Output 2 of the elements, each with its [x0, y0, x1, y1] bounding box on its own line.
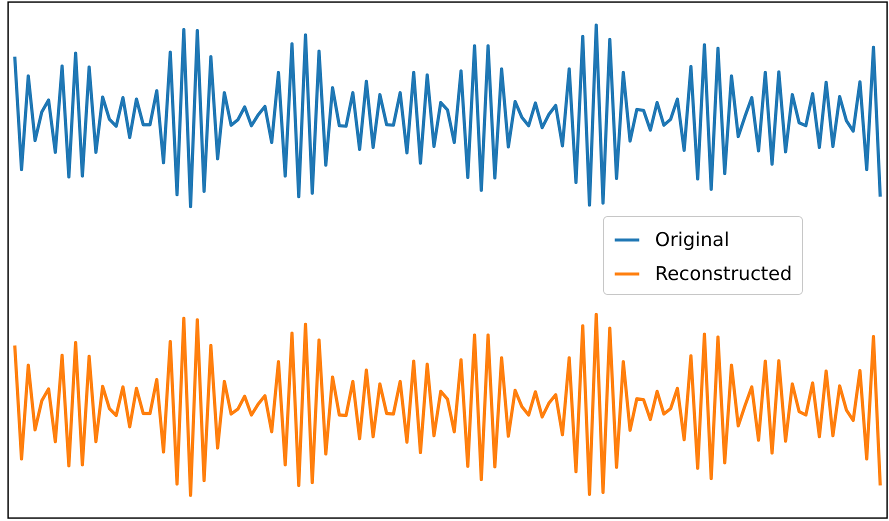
- legend-label: Reconstructed: [655, 263, 792, 285]
- legend-label: Original: [655, 229, 730, 251]
